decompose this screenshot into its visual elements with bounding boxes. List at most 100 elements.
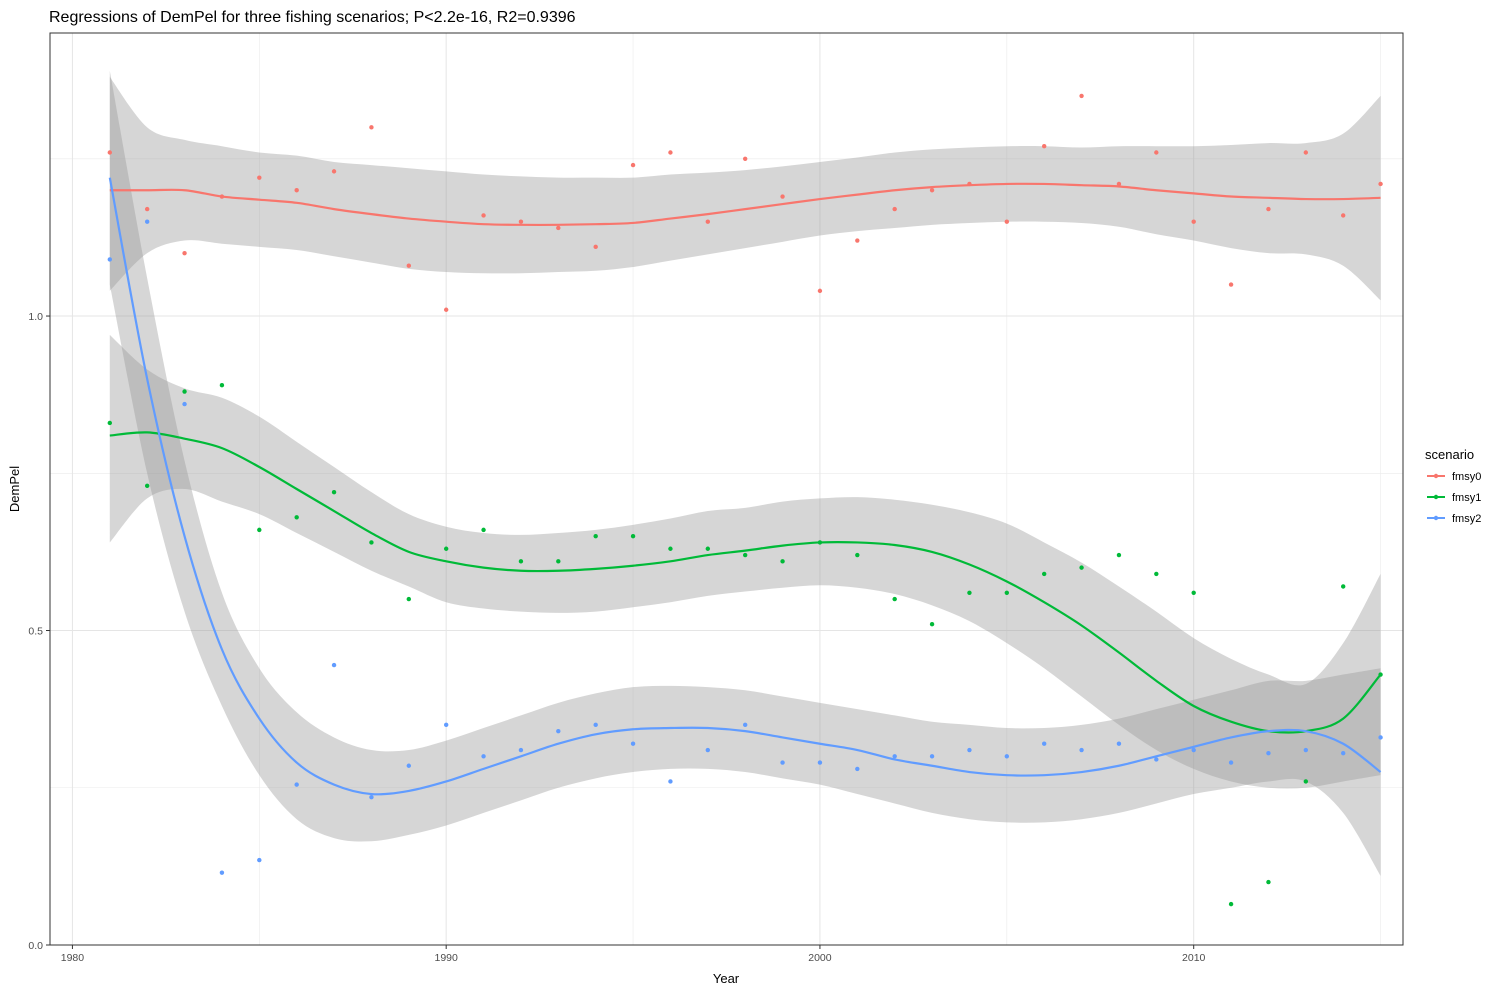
point-fmsy0 (892, 206, 897, 212)
point-fmsy2 (1266, 750, 1271, 756)
point-fmsy2 (294, 782, 299, 787)
point-fmsy2 (593, 722, 598, 728)
point-fmsy1 (219, 383, 225, 388)
point-fmsy1 (742, 552, 748, 558)
point-fmsy2 (1303, 747, 1309, 753)
point-fmsy1 (369, 540, 374, 545)
point-fmsy0 (182, 250, 187, 256)
point-fmsy1 (1004, 590, 1010, 595)
point-fmsy2 (1004, 754, 1010, 759)
point-fmsy0 (369, 125, 374, 130)
point-fmsy0 (855, 238, 860, 243)
legend-key-point (1433, 515, 1439, 521)
point-fmsy2 (742, 722, 748, 728)
point-fmsy1 (668, 546, 673, 551)
point-fmsy0 (556, 225, 561, 231)
point-fmsy2 (481, 754, 486, 759)
point-fmsy1 (257, 527, 262, 533)
ci-ribbon-fmsy2 (109, 70, 1381, 876)
legend-key-point (1433, 473, 1439, 479)
point-fmsy2 (1378, 735, 1383, 740)
point-fmsy0 (443, 307, 449, 312)
x-tick-label: 1980 (61, 952, 85, 964)
point-fmsy2 (1228, 760, 1234, 765)
x-axis: 1980 1990 2000 2010 (61, 945, 1206, 964)
point-fmsy2 (107, 257, 113, 262)
point-fmsy2 (705, 747, 711, 753)
legend-title: scenario (1425, 447, 1474, 462)
point-fmsy0 (929, 188, 935, 193)
point-fmsy1 (780, 559, 785, 564)
point-fmsy1 (518, 559, 524, 564)
point-fmsy0 (1154, 150, 1159, 155)
point-fmsy1 (1378, 672, 1383, 677)
point-fmsy2 (630, 741, 636, 746)
point-fmsy1 (630, 533, 636, 539)
legend-item-fmsy1: fmsy1 (1427, 492, 1481, 504)
y-tick-label: 1.0 (28, 311, 43, 323)
point-fmsy2 (855, 766, 860, 772)
point-fmsy0 (967, 181, 972, 187)
point-fmsy2 (331, 662, 337, 668)
point-fmsy1 (144, 483, 150, 489)
ci-ribbon-fmsy1 (109, 334, 1381, 789)
point-fmsy0 (406, 263, 412, 268)
point-fmsy1 (1228, 901, 1234, 907)
point-fmsy1 (1303, 779, 1309, 784)
point-fmsy2 (780, 760, 785, 765)
smooth-lines (108, 177, 1382, 796)
smooth-line-fmsy0 (109, 182, 1381, 227)
point-fmsy1 (593, 533, 598, 539)
confidence-ribbons (109, 70, 1381, 876)
plot-area (49, 32, 1404, 946)
point-fmsy1 (1041, 571, 1047, 577)
point-fmsy2 (219, 870, 225, 875)
point-fmsy2 (518, 747, 524, 753)
point-fmsy1 (1266, 879, 1271, 885)
point-fmsy0 (1079, 93, 1084, 99)
legend-label: fmsy2 (1452, 513, 1481, 525)
point-fmsy2 (257, 857, 262, 863)
point-fmsy2 (556, 728, 561, 734)
point-fmsy0 (1303, 150, 1309, 155)
point-fmsy1 (817, 540, 823, 545)
point-fmsy1 (1154, 571, 1159, 577)
point-fmsy0 (481, 213, 486, 218)
point-fmsy1 (1079, 565, 1084, 570)
point-fmsy2 (967, 747, 972, 753)
point-fmsy0 (1191, 219, 1196, 224)
point-fmsy0 (257, 175, 262, 180)
point-fmsy2 (369, 794, 374, 800)
point-fmsy0 (742, 156, 748, 161)
point-fmsy0 (219, 194, 225, 199)
point-fmsy1 (443, 546, 449, 551)
point-fmsy2 (1041, 741, 1047, 746)
data-points (107, 93, 1383, 907)
point-fmsy2 (1340, 750, 1346, 756)
point-fmsy0 (1266, 206, 1271, 212)
point-fmsy2 (1116, 741, 1122, 746)
point-fmsy0 (331, 169, 337, 174)
point-fmsy0 (518, 219, 524, 224)
point-fmsy0 (1340, 213, 1346, 218)
point-fmsy0 (1004, 219, 1010, 224)
smooth-line-fmsy2 (108, 177, 1382, 796)
panel-background (50, 33, 1403, 945)
point-fmsy2 (182, 401, 187, 407)
x-axis-title: Year (713, 971, 740, 986)
point-fmsy1 (406, 596, 412, 602)
legend-item-fmsy2: fmsy2 (1427, 513, 1481, 525)
point-fmsy0 (1378, 181, 1383, 187)
legend-key-point (1433, 494, 1439, 500)
point-fmsy2 (892, 754, 897, 759)
point-fmsy0 (1041, 144, 1047, 149)
y-axis-title: DemPel (7, 466, 22, 512)
point-fmsy2 (668, 779, 673, 784)
x-tick-label: 2010 (1182, 952, 1206, 964)
point-fmsy1 (929, 622, 935, 627)
legend-item-fmsy0: fmsy0 (1427, 471, 1481, 483)
point-fmsy1 (892, 596, 897, 602)
point-fmsy2 (144, 219, 150, 224)
point-fmsy0 (705, 219, 711, 224)
